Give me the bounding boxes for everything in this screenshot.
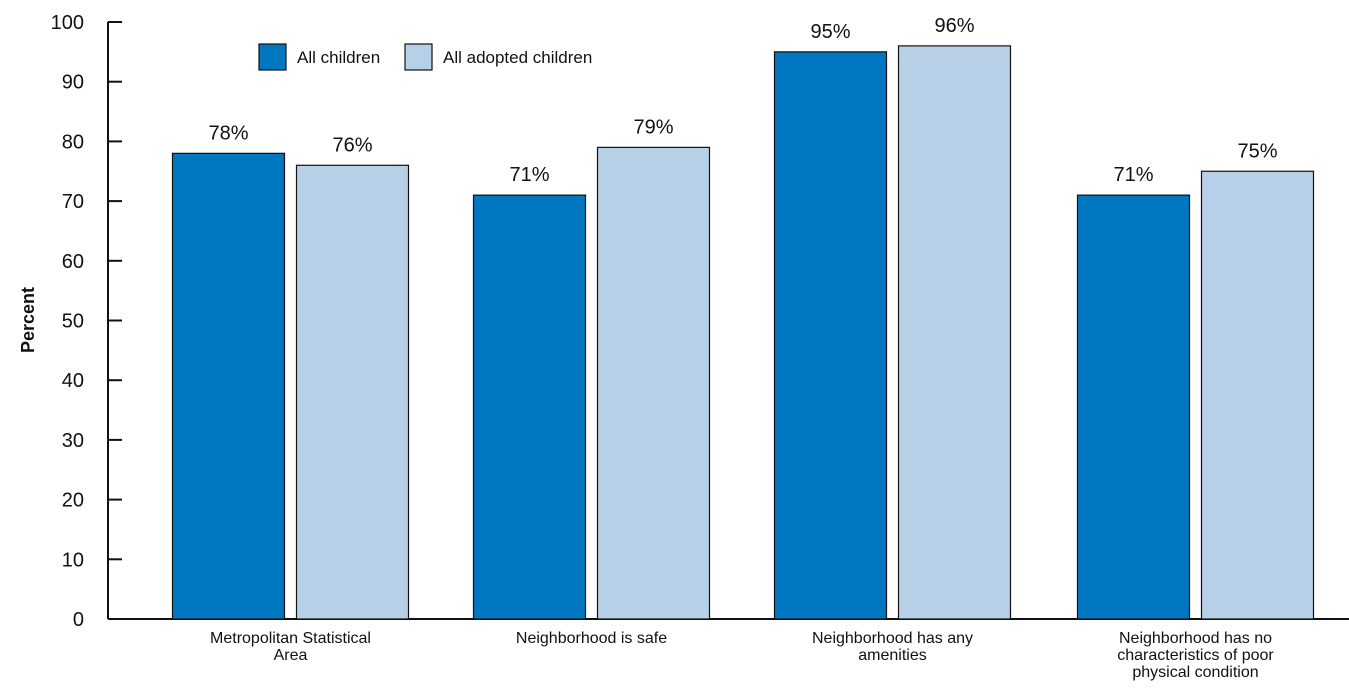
y-tick-label: 40	[62, 370, 84, 392]
bar	[1200, 170, 1315, 620]
bar	[1076, 194, 1191, 620]
x-category-label-line: amenities	[858, 647, 926, 664]
y-tick-label: 100	[51, 12, 84, 34]
data-label: 79%	[633, 116, 673, 138]
data-label: 71%	[509, 164, 549, 186]
x-category-label: Metropolitan Statistical Area	[210, 630, 371, 664]
y-tick-label: 60	[62, 251, 84, 273]
y-tick-label: 10	[62, 549, 84, 571]
legend-label: All children	[297, 48, 380, 67]
x-category-label-line: Neighborhood is safe	[516, 630, 667, 647]
x-category-label-line: physical condition	[1132, 664, 1258, 681]
x-category-label: Neighborhood is safe	[516, 630, 667, 647]
data-label: 95%	[810, 21, 850, 43]
y-axis-title: Percent	[18, 287, 38, 353]
legend-label: All adopted children	[443, 48, 592, 67]
data-label: 96%	[934, 15, 974, 37]
y-tick-label: 30	[62, 430, 84, 452]
bar	[171, 152, 286, 620]
y-tick-label: 70	[62, 191, 84, 213]
legend-swatch	[258, 43, 287, 71]
data-label: 78%	[208, 122, 248, 144]
y-tick-label: 0	[73, 609, 84, 631]
x-category-label-line: Neighborhood has any	[812, 630, 973, 647]
x-category-label: Neighborhood has no characteristics of po…	[1117, 630, 1274, 681]
x-category-label: Neighborhood has any amenities	[812, 630, 973, 664]
y-tick-label: 80	[62, 131, 84, 153]
bar	[596, 146, 711, 620]
bars: 78% 71% 95% 71% 76% 79% 96% 75%	[171, 15, 1315, 620]
data-label: 71%	[1113, 164, 1153, 186]
bar	[472, 194, 587, 620]
bar	[773, 51, 888, 620]
axes: 0 10 20 30 40 50 60 70 80 90 100 Metropolitan Stati…	[51, 12, 1349, 681]
bar	[897, 45, 1012, 620]
x-category-label-line: Neighborhood has no	[1119, 630, 1272, 647]
y-tick-label: 90	[62, 72, 84, 94]
legend-swatch	[404, 43, 433, 71]
data-label: 75%	[1237, 140, 1277, 162]
bar	[295, 164, 410, 620]
x-category-label-line: Area	[274, 647, 308, 664]
y-tick-label: 50	[62, 311, 84, 333]
legend: All children All adopted children	[258, 43, 592, 71]
y-tick-label: 20	[62, 490, 84, 512]
x-category-label-line: Metropolitan Statistical	[210, 630, 371, 647]
x-category-label-line: characteristics of poor	[1117, 647, 1274, 664]
data-label: 76%	[332, 134, 372, 156]
